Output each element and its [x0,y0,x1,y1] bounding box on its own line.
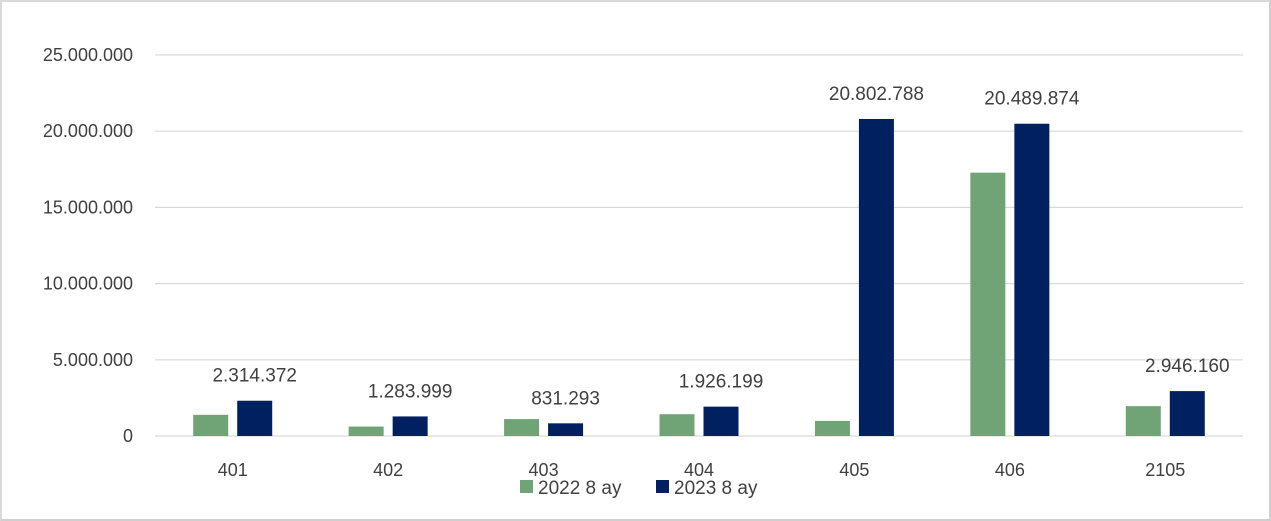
legend: 2022 8 ay 2023 8 ay [520,478,758,499]
data-label: 831.293 [531,388,600,409]
y-tick-label: 20.000.000 [43,121,133,141]
bar-2022-401 [193,414,229,436]
x-tick-label: 401 [218,460,248,480]
bar-2023-403 [548,423,584,436]
gridlines [155,54,1243,437]
data-label: 20.802.788 [829,84,924,105]
bar-2023-2105 [1169,391,1205,436]
data-labels: 2.314.372 1.283.999 831.293 1.926.199 20.802… [212,84,1229,409]
x-tick-label: 402 [373,460,403,480]
x-tick-label: 403 [529,460,559,480]
x-axis-tick-labels: 401 402 403 404 405 406 2105 [218,460,1186,480]
legend-swatch-2023 [656,480,669,493]
x-tick-label: 404 [684,460,714,480]
bar-2023-406 [1014,123,1050,437]
bar-2022-406 [970,172,1006,436]
data-label: 20.489.874 [984,89,1080,110]
legend-label-2023: 2023 8 ay [674,478,758,499]
bars [193,118,1205,437]
data-label: 1.926.199 [679,372,764,393]
bar-2023-401 [237,400,273,436]
y-tick-label: 25.000.000 [43,45,133,65]
bar-2022-2105 [1125,406,1161,436]
bar-2023-404 [703,406,739,436]
bar-2023-405 [858,118,894,436]
bar-2022-402 [348,426,384,436]
bar-2022-404 [659,414,695,436]
y-tick-label: 0 [123,426,133,446]
data-label: 1.283.999 [368,381,453,402]
x-tick-label: 405 [839,460,869,480]
data-label: 2.946.160 [1145,356,1230,377]
y-tick-label: 10.000.000 [43,274,133,294]
x-tick-label: 406 [995,460,1025,480]
x-tick-label: 2105 [1145,460,1185,480]
bar-2022-405 [814,420,850,436]
bar-2022-403 [504,419,540,436]
data-label: 2.314.372 [212,366,297,387]
y-tick-label: 5.000.000 [53,350,133,370]
y-axis-tick-labels: 0 5.000.000 10.000.000 15.000.000 20.000.000… [43,45,133,446]
legend-swatch-2022 [520,480,533,493]
bar-2023-402 [392,416,428,436]
legend-label-2022: 2022 8 ay [538,478,622,499]
y-tick-label: 15.000.000 [43,197,133,217]
